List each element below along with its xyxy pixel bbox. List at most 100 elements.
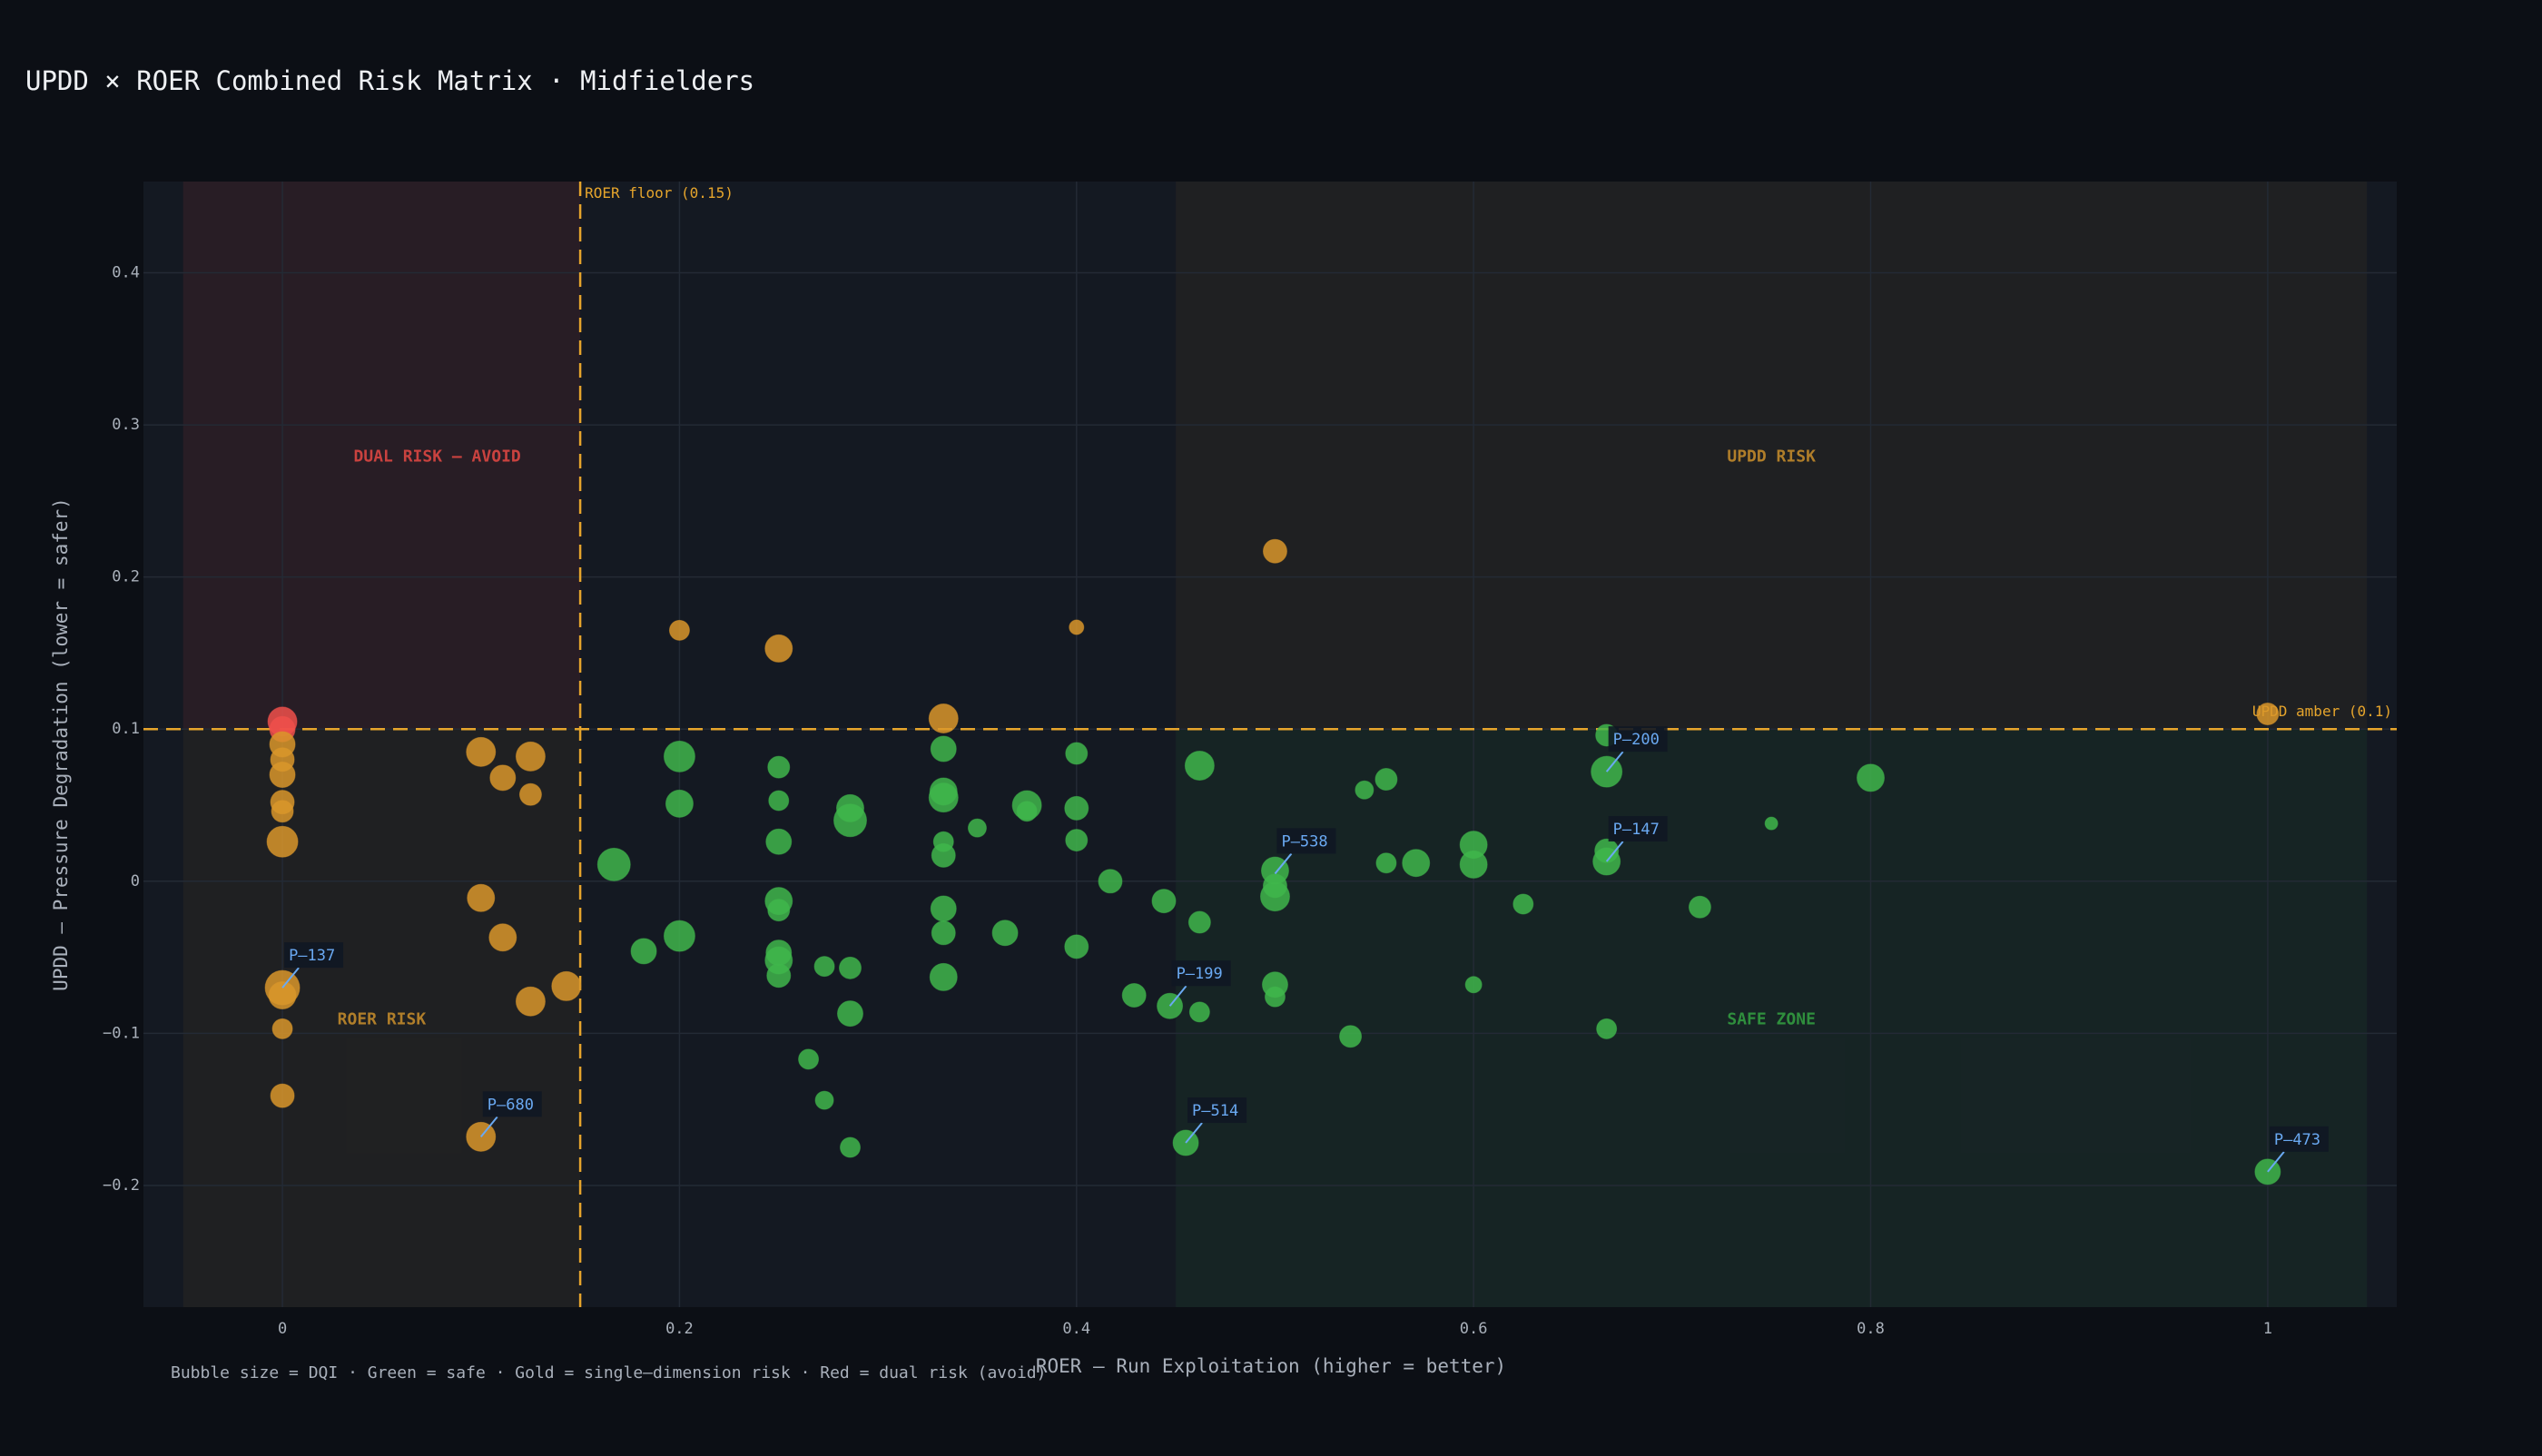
data-point (766, 963, 792, 989)
data-point (1512, 893, 1534, 915)
callout-leader (1168, 985, 1187, 1007)
x-tick-label: 0.2 (665, 1320, 694, 1338)
y-tick-label: 0.2 (112, 568, 140, 586)
data-point (1262, 538, 1287, 564)
data-point (1375, 852, 1397, 874)
data-point (1259, 881, 1290, 912)
data-point (836, 1000, 863, 1028)
data-point (931, 842, 956, 868)
zone-label-dual-risk: DUAL RISK — AVOID (354, 447, 521, 466)
callout-leader (1274, 852, 1293, 875)
callout-label: P–200 (1613, 731, 1660, 749)
data-point (929, 962, 958, 991)
data-point (515, 741, 546, 772)
data-point (1355, 780, 1374, 800)
data-point (930, 735, 957, 762)
data-point (928, 782, 959, 813)
y-tick-label: −0.1 (103, 1024, 140, 1042)
data-point (1188, 1001, 1210, 1023)
chart-title: UPDD × ROER Combined Risk Matrix · Midfi… (25, 65, 754, 96)
data-point (1688, 895, 1711, 919)
data-point (768, 790, 790, 812)
data-point (767, 899, 791, 922)
data-point (833, 803, 867, 838)
callout-box (1608, 726, 1668, 753)
data-point (967, 818, 987, 838)
data-point (489, 764, 517, 792)
data-point (1339, 1025, 1363, 1048)
roer-floor-label: ROER floor (0.15) (585, 184, 734, 202)
x-tick-label: 1 (2263, 1320, 2272, 1338)
callout-label: P–538 (1281, 832, 1327, 851)
callout-box (1276, 828, 1336, 854)
data-point (1264, 986, 1286, 1008)
data-point (551, 970, 582, 1001)
callout-label: P–680 (488, 1096, 534, 1114)
y-tick-label: 0.4 (112, 264, 140, 282)
callout-label: P–199 (1177, 965, 1223, 983)
x-tick-label: 0.6 (1460, 1320, 1488, 1338)
y-tick-label: 0.1 (112, 720, 140, 738)
data-point (467, 883, 496, 912)
callout-box (482, 1091, 542, 1117)
y-tick-label: 0 (131, 872, 140, 890)
data-point (1857, 763, 1886, 792)
data-point (663, 920, 695, 952)
plot-area (143, 182, 2397, 1307)
data-point (271, 1018, 293, 1039)
zone-label-roer-risk: ROER RISK (338, 1009, 427, 1028)
data-point (813, 956, 835, 978)
x-axis-label: ROER — Run Exploitation (higher = better… (1036, 1355, 1506, 1377)
y-tick-label: −0.2 (103, 1176, 140, 1195)
callout-leader (1185, 1122, 1203, 1144)
x-tick-label: 0.8 (1857, 1320, 1885, 1338)
data-point (1464, 976, 1483, 994)
data-point (270, 1083, 295, 1108)
legend-note: Bubble size = DQI · Green = safe · Gold … (171, 1363, 1047, 1382)
y-axis-label: UPDD — Pressure Degradation (lower = saf… (50, 497, 72, 991)
zone-label-updd-risk: UPDD RISK (1727, 447, 1816, 466)
data-point (1459, 850, 1488, 879)
data-point (1187, 910, 1211, 934)
data-point (668, 619, 690, 641)
data-point (515, 986, 546, 1017)
callout-box (1171, 960, 1231, 987)
data-point (931, 920, 956, 946)
callout-leader (281, 967, 300, 989)
callout-leader (1605, 751, 1624, 772)
data-point (268, 980, 297, 1009)
data-point (1098, 869, 1123, 894)
data-point (814, 1090, 834, 1110)
data-point (271, 800, 294, 823)
data-point (1374, 768, 1398, 792)
data-point (1151, 889, 1177, 914)
data-point (1402, 849, 1431, 878)
data-point (1069, 619, 1085, 635)
zone-label-safe: SAFE ZONE (1727, 1009, 1816, 1028)
data-point (1596, 1018, 1618, 1039)
data-point (1065, 742, 1089, 765)
data-point (798, 1048, 820, 1070)
data-point (928, 703, 959, 734)
data-point (2256, 702, 2280, 725)
data-point (1764, 816, 1778, 831)
callout-leader (2267, 1151, 2285, 1173)
data-point (839, 1136, 861, 1158)
data-point (269, 762, 296, 789)
callout-box (2269, 1126, 2329, 1152)
updd-amber-label: UPDD amber (0.1) (2252, 703, 2392, 720)
zone-roer-risk (182, 729, 581, 1307)
y-tick-label: 0.3 (112, 416, 140, 434)
callout-leader (1605, 841, 1624, 862)
data-point (596, 847, 631, 881)
data-point (767, 755, 791, 779)
data-point (466, 736, 497, 767)
data-point (1064, 934, 1089, 959)
data-point (665, 789, 694, 818)
data-point (518, 782, 542, 806)
callout-label: P–137 (289, 947, 335, 965)
callout-box (1608, 816, 1668, 842)
data-point (1065, 829, 1089, 852)
data-point (1016, 801, 1038, 822)
